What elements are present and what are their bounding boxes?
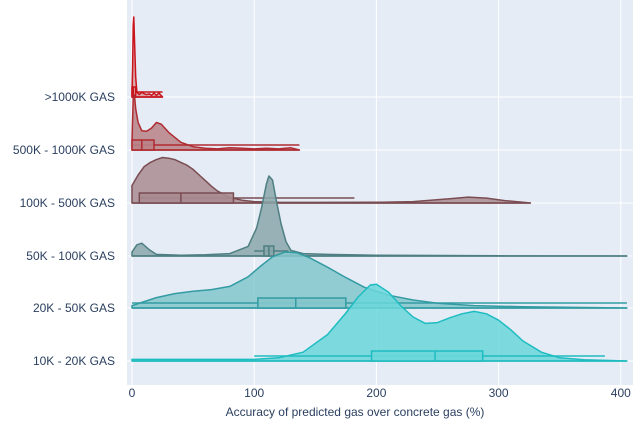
y-tick-label: 100K - 500K GAS <box>20 196 115 210</box>
violin-shape <box>131 251 628 309</box>
violin-100k-500k-gas <box>131 156 532 204</box>
violin-10k-20k-gas <box>131 283 628 362</box>
x-tick-label: 400 <box>611 386 631 400</box>
y-tick-label: 10K - 20K GAS <box>33 354 115 368</box>
violin-box <box>131 139 155 151</box>
x-axis-title: Accuracy of predicted gas over concrete … <box>226 405 485 419</box>
violin-series-group <box>131 16 628 362</box>
violin-box <box>138 192 235 204</box>
violin-shape <box>131 175 628 257</box>
violin-box <box>257 297 347 309</box>
x-tick-label: 200 <box>366 386 386 400</box>
y-tick-label: >1000K GAS <box>45 90 115 104</box>
x-tick-label: 100 <box>244 386 264 400</box>
violin-500k-1000k-gas <box>131 94 301 151</box>
y-tick-label: 50K - 100K GAS <box>26 249 115 263</box>
x-tick-label: 300 <box>489 386 509 400</box>
y-tick-label: 500K - 1000K GAS <box>13 143 115 157</box>
violin-box <box>370 350 484 362</box>
violin-shape <box>131 283 628 362</box>
violin-1000k-gas <box>131 16 164 98</box>
violin-50k-100k-gas <box>131 175 628 257</box>
x-tick-labels: 0 100 200 300 400 <box>129 386 631 400</box>
y-tick-label: 20K - 50K GAS <box>33 301 115 315</box>
x-tick-label: 0 <box>129 386 136 400</box>
y-tick-labels: 10K - 20K GAS 20K - 50K GAS 50K - 100K GAS… <box>13 90 115 368</box>
